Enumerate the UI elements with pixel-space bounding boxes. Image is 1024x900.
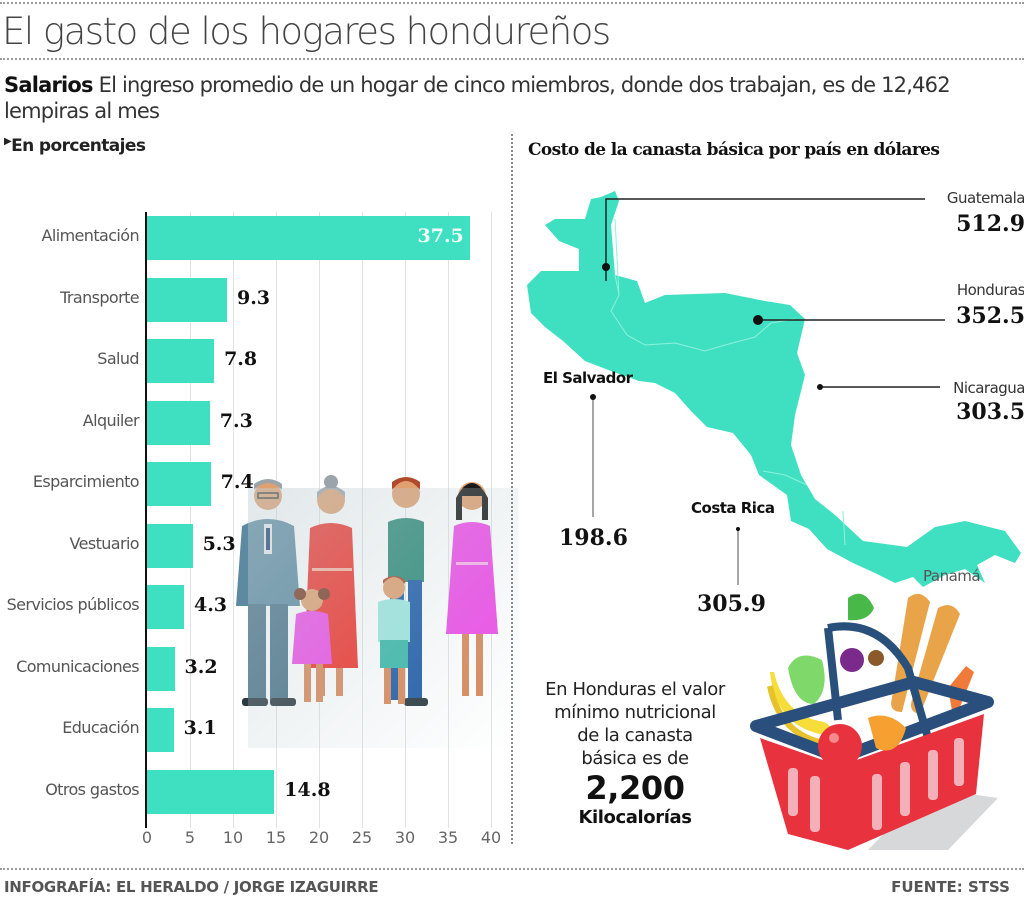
note-line-4: básica es de — [581, 748, 689, 769]
x-tick-label: 30 — [394, 828, 416, 847]
credit: INFOGRAFÍA: EL HERALDO / JORGE IZAGUIRRE — [4, 878, 379, 896]
country-value-nicaragua: 303.5 — [956, 399, 1024, 425]
top-rule — [0, 2, 1024, 4]
category-label: Comunicaciones — [16, 656, 139, 676]
country-value-el-salvador: 198.6 — [559, 525, 628, 551]
bar-row: Vestuario 5.3 — [0, 523, 505, 568]
basket-icon — [750, 593, 998, 850]
x-tick-label: 35 — [437, 828, 459, 847]
bar — [147, 277, 227, 322]
x-tick-label: 15 — [265, 828, 287, 847]
category-label: Alimentación — [41, 226, 140, 245]
footer-rule — [0, 868, 1024, 870]
bar — [147, 462, 211, 506]
bar — [147, 216, 470, 260]
bar — [147, 585, 184, 629]
grocery-basket-illustration — [748, 588, 1008, 858]
x-tick-label: 20 — [308, 828, 330, 847]
bar-row: Salud 7.8 — [0, 339, 505, 383]
map-icon — [527, 191, 1021, 587]
country-name-panama: Panamá — [923, 567, 981, 585]
value-label: 4.3 — [193, 594, 228, 616]
country-name-nicaragua: Nicaragua — [953, 379, 1024, 397]
category-label: Alquiler — [82, 410, 140, 430]
value-label: 3.2 — [184, 655, 218, 678]
subtitle: Salarios El ingreso promedio de un hogar… — [4, 72, 1014, 124]
source: FUENTE: STSS — [891, 878, 1010, 896]
category-label: Vestuario — [69, 533, 139, 553]
value-label: 9.3 — [236, 286, 271, 309]
gridline — [362, 212, 363, 828]
value-label: 7.8 — [224, 348, 258, 370]
value-label: 14.8 — [284, 778, 331, 801]
x-tick-label: 25 — [351, 828, 373, 847]
category-label: Esparcimiento — [32, 472, 140, 491]
bar — [147, 769, 275, 814]
country-value-costa-rica: 305.9 — [697, 591, 766, 617]
section-divider — [511, 134, 513, 844]
category-label: Transporte — [60, 287, 140, 307]
title-rule — [0, 58, 1024, 60]
bar-row: Comunicaciones 3.2 — [0, 646, 505, 691]
country-name-el-salvador: El Salvador — [543, 369, 633, 387]
category-label: Salud — [97, 349, 139, 368]
bar-row: Alimentación 37.5 — [0, 216, 505, 260]
bar-chart: 0 5 10 15 20 25 30 35 40 Alimentación 37.5 Transpor… — [0, 200, 505, 860]
category-label: Educación — [62, 718, 139, 737]
bar-row: Alquiler 7.3 — [0, 400, 505, 445]
page-title: El gasto de los hogares hondureños — [2, 10, 611, 53]
family-illustration — [228, 468, 518, 748]
family-icon — [236, 475, 498, 706]
gridline — [319, 212, 320, 828]
bar-row: Educación 3.1 — [0, 708, 505, 752]
note-value: 2,200 — [585, 769, 685, 807]
unit-label: ▶En porcentajes — [4, 136, 146, 156]
nutrition-note: En Honduras el valor mínimo nutricional … — [520, 678, 750, 829]
value-label: 3.1 — [183, 717, 217, 739]
value-label: 5.3 — [202, 532, 236, 555]
gridline — [233, 212, 234, 828]
bar-row: Esparcimiento 7.4 — [0, 462, 505, 506]
value-label: 7.3 — [219, 409, 253, 432]
note-line-1: En Honduras el valor — [545, 679, 725, 700]
bar — [147, 708, 174, 752]
gridline — [190, 212, 191, 828]
country-name-costa-rica: Costa Rica — [691, 499, 775, 517]
map-title: Costo de la canasta básica por país en d… — [528, 140, 940, 160]
note-unit: Kilocalorías — [578, 807, 692, 828]
bar-row: Servicios públicos 4.3 — [0, 585, 505, 629]
value-label: 37.5 — [417, 225, 464, 247]
central-america-map: Guatemala 512.9 Honduras 352.5 Nicaragua… — [515, 185, 1024, 617]
y-axis-line — [145, 212, 147, 828]
bar — [147, 400, 210, 445]
note-line-2: mínimo nutricional — [554, 702, 716, 723]
category-label: Servicios públicos — [6, 595, 140, 614]
country-value-guatemala: 512.9 — [956, 211, 1024, 237]
note-line-3: de la canasta — [577, 725, 693, 746]
x-tick-label: 10 — [222, 828, 244, 847]
bar-row: Transporte 9.3 — [0, 277, 505, 322]
gridline — [448, 212, 449, 828]
value-label: 7.4 — [220, 471, 254, 493]
bar-row: Otros gastos 14.8 — [0, 769, 505, 814]
illustration-shadow — [248, 488, 518, 748]
subtitle-text: El ingreso promedio de un hogar de cinco… — [4, 73, 951, 123]
category-label: Otros gastos — [45, 779, 139, 799]
gridline — [491, 212, 492, 828]
x-tick-label: 5 — [184, 828, 196, 847]
bar — [147, 646, 175, 691]
country-name-honduras: Honduras — [956, 281, 1024, 299]
x-tick-label: 0 — [141, 828, 153, 847]
country-value-honduras: 352.5 — [956, 303, 1024, 329]
x-tick-label: 40 — [480, 828, 502, 847]
bar — [147, 339, 215, 383]
bar — [147, 523, 193, 568]
country-name-guatemala: Guatemala — [946, 189, 1024, 207]
triangle-bullet-icon: ▶ — [4, 136, 12, 147]
subtitle-label: Salarios — [4, 73, 94, 97]
